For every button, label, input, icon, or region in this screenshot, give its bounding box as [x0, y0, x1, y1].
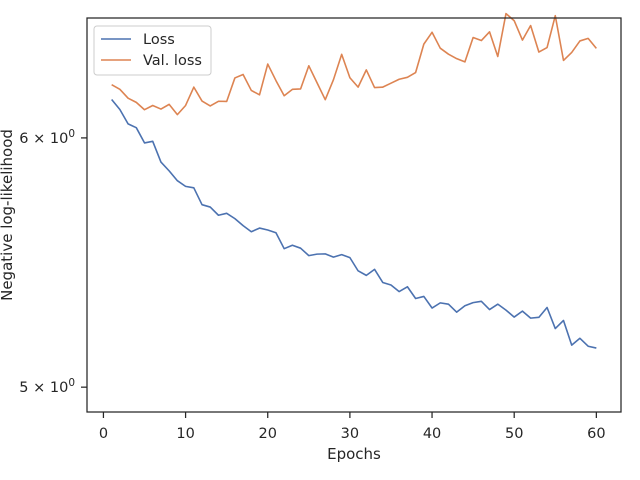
series-layer	[111, 12, 597, 349]
x-tick-label: 20	[259, 426, 277, 442]
legend-label-val-loss: Val. loss	[143, 53, 202, 69]
x-tick-label: 30	[341, 426, 359, 442]
x-tick-label: 0	[99, 426, 108, 442]
y-tick-label: 5 × 100	[19, 377, 75, 396]
x-tick-label: 10	[176, 426, 194, 442]
series-line-loss	[111, 98, 597, 349]
x-axis-label: Epochs	[327, 445, 381, 463]
series-line-val-loss	[111, 12, 597, 116]
plot-frame	[86, 17, 622, 413]
x-tick-label: 50	[505, 426, 523, 442]
x-tick-label: 40	[423, 426, 441, 442]
plot-background	[87, 18, 621, 412]
y-tick-label: 6 × 100	[19, 128, 75, 147]
x-tick-label: 60	[587, 426, 605, 442]
legend-label-loss: Loss	[143, 32, 175, 48]
x-ticks: 0 10 20 30 40 50 60	[99, 412, 606, 442]
legend: Loss Val. loss	[93, 25, 212, 76]
y-axis-label: Negative log-likelihood	[0, 129, 16, 301]
y-ticks: 6 × 100 5 × 100	[19, 128, 87, 396]
